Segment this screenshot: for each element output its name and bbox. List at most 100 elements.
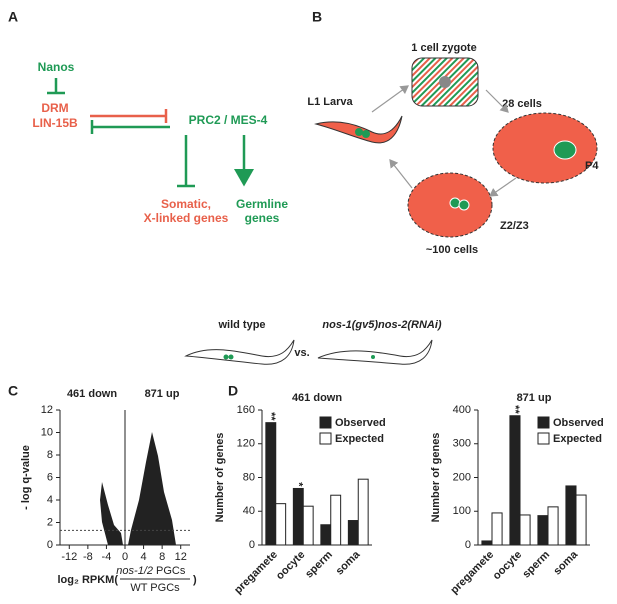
significance: ** — [509, 405, 521, 414]
y-tick-label: 0 — [465, 539, 471, 551]
node-label: LIN-15B — [32, 116, 78, 130]
x-tick-label: soma — [551, 548, 580, 577]
inhibition — [90, 109, 168, 123]
stage-label: ~100 cells — [426, 244, 478, 256]
y-tick-label: 2 — [47, 516, 53, 528]
y-tick-label: 120 — [237, 438, 255, 450]
node-label: Somatic, — [161, 197, 211, 211]
x-axis-label: PGCs — [156, 565, 186, 577]
y-tick-label: 4 — [47, 494, 53, 506]
y-tick-label: 0 — [249, 539, 255, 551]
legend-label: Observed — [553, 417, 604, 429]
legend-swatch — [319, 432, 332, 445]
bar — [481, 540, 493, 546]
cycle-arrows — [371, 85, 517, 197]
bar — [575, 494, 587, 546]
bar — [275, 503, 287, 546]
inhibition — [47, 78, 65, 95]
chart-title: 871 up — [517, 392, 552, 404]
panel-label: A — [8, 9, 18, 25]
x-tick-label: 4 — [141, 551, 147, 563]
bar — [537, 515, 549, 546]
genotype-label: nos-1(gv5)nos-2(RNAi) — [322, 319, 442, 331]
y-axis-label: - log q-value — [20, 445, 32, 510]
bar — [509, 415, 521, 546]
x-tick-label: 8 — [159, 551, 165, 563]
x-tick-label: sperm — [303, 549, 335, 581]
germ-cell — [362, 130, 370, 138]
x-axis-label: ) — [193, 574, 197, 586]
annotation: 461 down — [67, 388, 117, 400]
stage-label: 28 cells — [502, 98, 542, 110]
bar — [347, 520, 359, 546]
y-tick-label: 0 — [47, 539, 53, 551]
legend-swatch — [537, 416, 550, 429]
node-label: genes — [245, 211, 280, 225]
x-tick-label: -12 — [61, 551, 77, 563]
bar — [565, 485, 577, 546]
panel-label: C — [8, 383, 18, 399]
y-tick-label: 40 — [243, 505, 255, 517]
x-tick-label: soma — [334, 548, 363, 577]
x-tick-label: pregamete — [448, 549, 496, 597]
y-tick-label: 300 — [453, 438, 471, 450]
panel-label: D — [228, 383, 238, 399]
x-axis-label: log₂ RPKM( — [58, 574, 119, 586]
bar — [547, 506, 559, 546]
x-tick-label: -8 — [83, 551, 93, 563]
bar — [330, 494, 342, 546]
bar — [519, 514, 531, 546]
point-cloud — [100, 432, 176, 545]
y-tick-label: 6 — [47, 471, 53, 483]
embryo — [492, 112, 598, 184]
stage-label: 1 cell zygote — [411, 42, 476, 54]
legend-label: Expected — [553, 433, 602, 445]
germ-cell — [371, 355, 375, 359]
chart-title: 461 down — [292, 392, 342, 404]
node-label: DRM — [41, 101, 68, 115]
y-tick-label: 400 — [453, 404, 471, 416]
node-label: Germline — [236, 197, 288, 211]
genotype-label: wild type — [217, 319, 265, 331]
x-tick-label: pregamete — [232, 549, 280, 597]
worm — [184, 339, 295, 365]
y-axis-label: Number of genes — [214, 433, 226, 523]
x-tick-label: 12 — [175, 551, 187, 563]
stage-label: L1 Larva — [307, 96, 353, 108]
bar — [265, 422, 277, 546]
node-label: X-linked genes — [144, 211, 229, 225]
germ-cell — [553, 140, 577, 160]
bar — [320, 524, 332, 546]
vs-label: vs. — [294, 347, 309, 359]
nucleus — [439, 76, 451, 88]
x-tick-label: oocyte — [491, 549, 525, 583]
bar — [491, 512, 503, 546]
legend-swatch — [319, 416, 332, 429]
x-tick-label: sperm — [520, 549, 552, 581]
y-tick-label: 100 — [453, 505, 471, 517]
bar — [302, 505, 314, 546]
significance: * — [292, 482, 304, 487]
node-label: PRC2 / MES-4 — [189, 113, 268, 127]
x-tick-label: oocyte — [274, 549, 308, 583]
bar — [357, 478, 369, 546]
y-tick-label: 10 — [41, 426, 53, 438]
inhibition — [90, 120, 170, 134]
germ-cell — [458, 199, 470, 211]
significance: ** — [265, 412, 277, 421]
panel-label: B — [312, 9, 322, 25]
inhibition — [177, 135, 195, 188]
legend-label: Observed — [335, 417, 386, 429]
y-tick-label: 160 — [237, 404, 255, 416]
x-axis-label: WT PGCs — [130, 582, 180, 594]
germ-cell — [223, 354, 229, 360]
node-label: Nanos — [38, 60, 75, 74]
y-axis-label: Number of genes — [430, 433, 442, 523]
germ-cell — [228, 354, 234, 360]
y-tick-label: 12 — [41, 404, 53, 416]
bar — [292, 487, 304, 546]
cell-label: Z2/Z3 — [500, 220, 529, 232]
legend-label: Expected — [335, 433, 384, 445]
cell-label: P4 — [585, 160, 599, 172]
